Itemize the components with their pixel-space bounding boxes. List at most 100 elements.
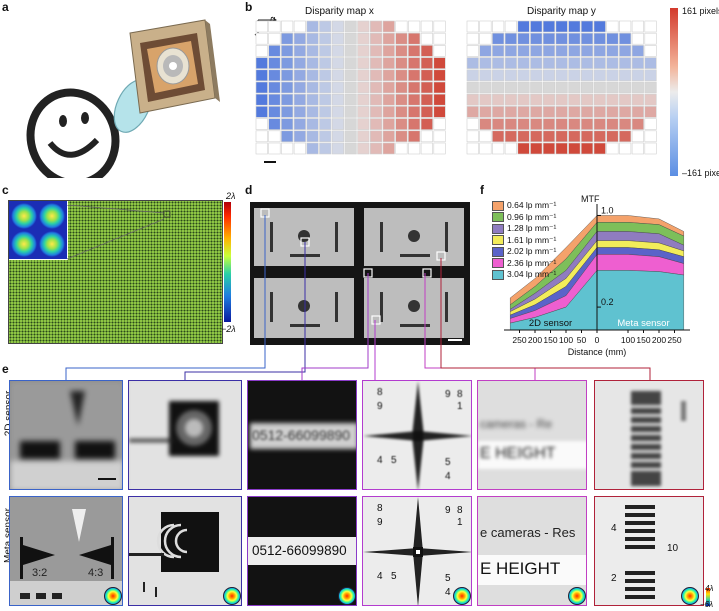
disparity-cell <box>420 142 433 155</box>
psf-icon-1 <box>104 587 122 605</box>
disparity-cell <box>293 118 306 130</box>
disparity-cell <box>370 20 383 33</box>
disparity-cell <box>370 130 383 143</box>
disparity-cell <box>420 57 433 69</box>
disparity-cell <box>619 118 632 130</box>
chart-num-5a: 5 <box>391 455 397 466</box>
mtf-x-tick-label: 200 <box>652 335 666 345</box>
disparity-cell <box>408 118 421 130</box>
disparity-cell <box>306 130 319 143</box>
mtf-x-tick-label: 50 <box>577 335 587 345</box>
disparity-cell <box>433 20 446 33</box>
disparity-cell <box>606 45 619 57</box>
disparity-cell <box>492 93 505 106</box>
disparity-cell <box>344 32 357 45</box>
disparity-cell <box>268 32 281 45</box>
disparity-cell <box>433 93 446 106</box>
mtf-x-label: Distance (mm) <box>568 347 627 357</box>
disparity-cell <box>593 93 606 106</box>
disparity-cell <box>408 106 421 118</box>
disparity-cell <box>530 32 543 45</box>
disparity-cell <box>306 20 319 33</box>
psf-icon-5 <box>568 587 586 605</box>
disparity-cell <box>644 57 657 69</box>
disparity-cell <box>344 20 357 33</box>
disparity-cell <box>606 142 619 155</box>
mtf-legend-label: 3.04 lp mm⁻¹ <box>507 269 557 279</box>
disparity-cell <box>593 20 606 33</box>
disparity-cell <box>644 45 657 57</box>
disparity-cell <box>370 57 383 69</box>
device-illustration <box>26 19 220 178</box>
disparity-cell <box>382 130 395 143</box>
disparity-cell <box>644 106 657 118</box>
disparity-cell <box>293 20 306 33</box>
disparity-cell <box>281 142 294 155</box>
disparity-colorbar <box>670 8 678 176</box>
disparity-cell <box>593 118 606 130</box>
disparity-cell <box>644 142 657 155</box>
panel-label-a: a <box>2 0 9 14</box>
disparity-cell <box>357 57 370 69</box>
disparity-cell <box>433 32 446 45</box>
tile-2d-1 <box>9 380 123 490</box>
disparity-cell <box>408 93 421 106</box>
disparity-cell <box>619 69 632 82</box>
disparity-cell <box>631 81 644 94</box>
disparity-cell <box>370 32 383 45</box>
blurred-number-strip <box>250 423 356 449</box>
mtf-x-tick-label: 150 <box>636 335 650 345</box>
disparity-cell <box>331 45 344 57</box>
psf-icon-4 <box>453 587 471 605</box>
disparity-cell <box>357 106 370 118</box>
disparity-cell <box>466 93 479 106</box>
disparity-cell <box>281 81 294 94</box>
disparity-cell <box>619 81 632 94</box>
disparity-cell <box>492 130 505 143</box>
disparity-cell <box>593 45 606 57</box>
disparity-cell <box>479 45 492 57</box>
disparity-cell <box>255 32 268 45</box>
disparity-cell <box>395 57 408 69</box>
disparity-cell <box>420 130 433 143</box>
disparity-cell <box>395 93 408 106</box>
mtf-region-2d: 2D sensor <box>529 318 572 329</box>
disparity-cell <box>530 118 543 130</box>
disparity-cell <box>319 106 332 118</box>
mtf-legend-swatch <box>492 258 504 269</box>
inset-zoom-lines <box>66 205 171 260</box>
disparity-cell <box>631 106 644 118</box>
disparity-cell <box>268 57 281 69</box>
disparity-cell <box>281 32 294 45</box>
chart-num-5c: 5 <box>391 571 397 582</box>
disparity-cell <box>606 57 619 69</box>
mtf-y-tick-label: 1.0 <box>601 205 614 215</box>
disparity-cell <box>479 69 492 82</box>
disparity-cell <box>293 57 306 69</box>
mtf-legend-entry: 0.96 lp mm⁻¹ <box>492 212 556 223</box>
phase-colorbar-max: 2λ <box>226 191 236 201</box>
disparity-cell <box>466 32 479 45</box>
disparity-cell <box>530 81 543 94</box>
disparity-cell <box>357 69 370 82</box>
disparity-cell <box>319 45 332 57</box>
disparity-cell <box>319 20 332 33</box>
disparity-cell <box>542 57 555 69</box>
disparity-cell <box>319 32 332 45</box>
disparity-cell <box>268 69 281 82</box>
disparity-cell <box>581 81 594 94</box>
disparity-cell <box>492 118 505 130</box>
disparity-cell <box>593 106 606 118</box>
disparity-cell <box>466 81 479 94</box>
mtf-x-tick-label: 250 <box>667 335 681 345</box>
disparity-cell <box>306 142 319 155</box>
disparity-cell <box>395 118 408 130</box>
disparity-cell <box>504 106 517 118</box>
disparity-cell <box>581 130 594 143</box>
disparity-cell <box>370 106 383 118</box>
disparity-cell <box>331 69 344 82</box>
mtf-legend-label: 0.64 lp mm⁻¹ <box>507 200 557 210</box>
disparity-cell <box>331 118 344 130</box>
disparity-cell <box>466 69 479 82</box>
mtf-legend-swatch <box>492 200 504 211</box>
